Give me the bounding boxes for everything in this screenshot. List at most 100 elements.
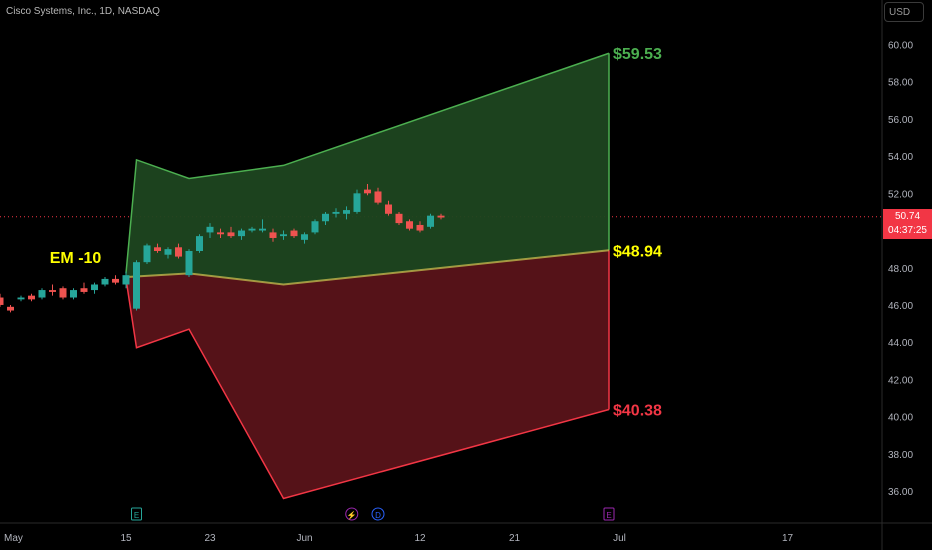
time-tick-label: 17 xyxy=(782,533,794,544)
expected-move-bands xyxy=(125,52,610,500)
candle xyxy=(437,213,445,220)
candle-body xyxy=(395,213,403,224)
candle-body xyxy=(112,278,119,283)
price-tick-label: 42.00 xyxy=(888,375,913,386)
time-tick-label: 12 xyxy=(414,533,426,544)
candle xyxy=(248,226,256,233)
candle-body xyxy=(217,232,224,235)
candle-body xyxy=(343,210,350,214)
candle xyxy=(353,189,361,214)
currency-button[interactable]: USD xyxy=(884,2,924,22)
candle xyxy=(269,228,277,242)
candlestick-series xyxy=(0,184,445,313)
candle-body xyxy=(259,228,266,231)
candle xyxy=(91,282,98,294)
candle-body xyxy=(206,226,214,233)
candle xyxy=(332,208,340,218)
candle xyxy=(374,187,382,205)
candle xyxy=(280,230,287,240)
upper-band-line xyxy=(125,52,610,274)
split-marker-icon xyxy=(345,507,359,521)
candle-body xyxy=(280,234,287,237)
candle-body xyxy=(154,247,161,252)
candle-body xyxy=(238,230,245,237)
lower-band-fill xyxy=(126,250,609,499)
symbol-title: Cisco Systems, Inc., 1D, NASDAQ xyxy=(6,6,160,17)
candle xyxy=(364,184,371,196)
chart-annotations: EM -10 $59.53 $48.94 $40.38 xyxy=(50,46,662,419)
candle xyxy=(322,211,329,225)
event-markers[interactable]: E ⚡ D E xyxy=(131,507,615,521)
candle xyxy=(385,200,392,216)
candle xyxy=(0,293,4,307)
candle-body xyxy=(374,191,382,203)
price-tick-label: 58.00 xyxy=(888,78,913,89)
middle-band-line xyxy=(125,249,610,286)
candle-body xyxy=(385,204,392,214)
last-price-value: 50.74 xyxy=(894,211,921,222)
price-tick-label: 48.00 xyxy=(888,264,913,275)
candle-body xyxy=(269,232,277,238)
candle xyxy=(259,219,266,233)
price-tick-label: 56.00 xyxy=(888,115,913,126)
candle-body xyxy=(17,297,25,300)
last-price-tag: 50.74 04:37:25 xyxy=(883,209,932,239)
time-tick-label: Jul xyxy=(613,533,626,544)
candle xyxy=(343,206,350,220)
candle xyxy=(70,288,77,300)
time-axis[interactable]: May1523Jun1221Jul17Aug1422 xyxy=(4,533,932,544)
candle-body xyxy=(196,236,203,252)
upper-band-fill xyxy=(126,53,609,285)
candle-body xyxy=(101,278,109,285)
candle xyxy=(185,249,193,278)
candle xyxy=(175,243,182,259)
candle xyxy=(427,213,434,229)
candle xyxy=(101,277,109,287)
event-marker-label: E xyxy=(134,511,139,520)
candle-body xyxy=(7,306,14,311)
candle xyxy=(7,304,14,313)
event-marker[interactable]: E xyxy=(131,507,142,521)
price-tick-label: 46.00 xyxy=(888,301,913,312)
candle xyxy=(112,275,119,285)
candle-body xyxy=(364,189,371,194)
candle-body xyxy=(175,247,182,257)
candle-body xyxy=(122,275,130,285)
annotation-label: $59.53 xyxy=(613,46,662,63)
event-marker[interactable]: ⚡ xyxy=(345,507,359,521)
candle-body xyxy=(416,224,424,231)
price-tick-label: 38.00 xyxy=(888,450,913,461)
price-tick-label: 60.00 xyxy=(888,41,913,52)
candle xyxy=(416,221,424,233)
candle xyxy=(196,234,203,253)
event-marker[interactable]: E xyxy=(603,507,615,521)
candle xyxy=(59,286,67,300)
candle xyxy=(38,288,46,300)
event-marker-label: ⚡ xyxy=(347,510,357,520)
time-tick-label: May xyxy=(4,533,23,544)
candle xyxy=(406,219,413,231)
price-tick-label: 54.00 xyxy=(888,152,913,163)
candle-body xyxy=(38,290,46,298)
earnings-marker-icon xyxy=(603,507,615,521)
candle-body xyxy=(133,262,140,309)
candle-body xyxy=(28,295,35,300)
price-tick-label: 36.00 xyxy=(888,487,913,498)
event-marker-label: E xyxy=(606,511,611,520)
candle xyxy=(238,228,245,240)
lower-band-line xyxy=(125,278,610,500)
time-tick-label: 15 xyxy=(120,533,132,544)
price-tick-label: 40.00 xyxy=(888,413,913,424)
event-marker-label: D xyxy=(375,511,381,520)
candle xyxy=(49,284,56,296)
candle-body xyxy=(332,211,340,214)
time-tick-label: Jun xyxy=(296,533,312,544)
candle xyxy=(206,223,214,238)
candle-body xyxy=(59,288,67,298)
event-marker[interactable]: D xyxy=(371,507,385,521)
bar-countdown: 04:37:25 xyxy=(888,225,927,236)
candle xyxy=(143,243,151,265)
candle-body xyxy=(311,221,319,233)
price-tick-label: 52.00 xyxy=(888,189,913,200)
